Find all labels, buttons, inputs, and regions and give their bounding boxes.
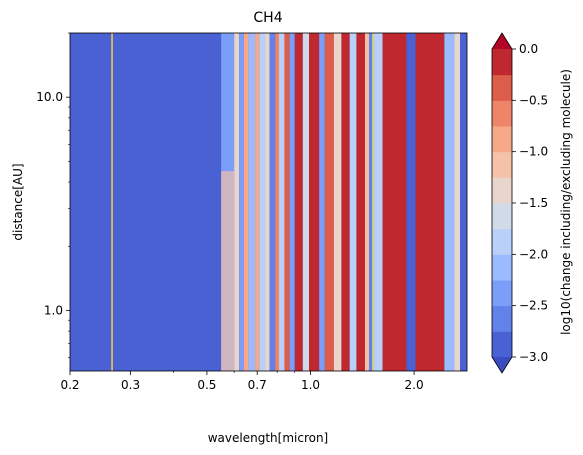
band-7 bbox=[259, 33, 266, 371]
band-3 bbox=[239, 33, 244, 371]
plot-frame bbox=[69, 32, 468, 372]
colorbar-level-9 bbox=[492, 100, 512, 127]
colorbar-level-10 bbox=[492, 74, 512, 101]
x-tick-label-0: 0.2 bbox=[60, 378, 79, 392]
colorbar-tick-label-3: −1.5 bbox=[519, 196, 548, 210]
colorbar-level-4 bbox=[492, 228, 512, 255]
colorbar-label: log10(change including/excluding molecul… bbox=[559, 69, 573, 335]
plot-area bbox=[70, 33, 467, 371]
colorbar-tick-label-4: −1.0 bbox=[519, 145, 548, 159]
colorbar-level-6 bbox=[492, 177, 512, 204]
marker-lines bbox=[111, 33, 374, 371]
y-tick-label-1: 10.0 bbox=[36, 90, 63, 104]
band-13 bbox=[289, 33, 295, 371]
colorbar-extend-under bbox=[492, 357, 512, 373]
x-tick-label-5: 2.0 bbox=[405, 378, 424, 392]
band-31 bbox=[460, 33, 467, 371]
colorbar-level-7 bbox=[492, 151, 512, 178]
band-15 bbox=[302, 33, 309, 371]
x-tick-label-1: 0.3 bbox=[121, 378, 140, 392]
colorbar-level-2 bbox=[492, 280, 512, 307]
band-19 bbox=[333, 33, 342, 371]
colorbar-tick-label-2: −2.0 bbox=[519, 247, 548, 261]
band-9 bbox=[269, 33, 276, 371]
band-27 bbox=[406, 33, 416, 371]
chart-title: CH4 bbox=[253, 10, 282, 26]
colorbar-tick-label-5: −0.5 bbox=[519, 93, 548, 107]
band-16 bbox=[308, 33, 320, 371]
band-23 bbox=[364, 33, 370, 371]
band-10 bbox=[275, 33, 280, 371]
band-26 bbox=[382, 33, 407, 371]
band-22 bbox=[356, 33, 365, 371]
x-tick-label-2: 0.5 bbox=[197, 378, 216, 392]
band-20 bbox=[341, 33, 350, 371]
band-4 bbox=[243, 33, 249, 371]
band-6 bbox=[255, 33, 260, 371]
y-tick-label-0: 1.0 bbox=[44, 303, 63, 317]
band-5 bbox=[248, 33, 256, 371]
x-tick-label-3: 0.7 bbox=[248, 378, 267, 392]
colorbar-level-0 bbox=[492, 331, 512, 358]
y-axis: 1.0 10.0 bbox=[36, 32, 70, 359]
contour-bands bbox=[70, 33, 467, 371]
band-25 bbox=[374, 33, 383, 371]
colorbar: −3.0 −2.5 −2.0 −1.5 −1.0 −0.5 0.0 bbox=[491, 32, 548, 374]
band-12 bbox=[284, 33, 290, 371]
band-18 bbox=[324, 33, 334, 371]
colorbar-tick-label-1: −2.5 bbox=[519, 299, 548, 313]
band-11 bbox=[279, 33, 285, 371]
band-14 bbox=[294, 33, 303, 371]
x-tick-label-4: 1.0 bbox=[301, 378, 320, 392]
x-axis-label: wavelength[micron] bbox=[208, 431, 329, 445]
band-21 bbox=[349, 33, 357, 371]
band-30 bbox=[454, 33, 461, 371]
colorbar-extend-over bbox=[492, 33, 512, 49]
colorbar-level-3 bbox=[492, 254, 512, 281]
band-2 bbox=[234, 33, 240, 371]
colorbar-level-1 bbox=[492, 305, 512, 332]
colorbar-tick-label-6: 0.0 bbox=[519, 42, 538, 56]
y-axis-label: distance[AU] bbox=[11, 163, 25, 240]
band-29 bbox=[444, 33, 455, 371]
band-8 bbox=[265, 33, 270, 371]
band-1-lower bbox=[221, 171, 235, 371]
colorbar-level-8 bbox=[492, 126, 512, 153]
colorbar-tick-label-0: −3.0 bbox=[519, 350, 548, 364]
band-28 bbox=[415, 33, 445, 371]
colorbar-level-11 bbox=[492, 49, 512, 76]
band-0 bbox=[70, 33, 222, 371]
band-24 bbox=[369, 33, 375, 371]
band-17 bbox=[319, 33, 325, 371]
colorbar-level-5 bbox=[492, 203, 512, 230]
x-axis: 0.2 0.3 0.5 0.7 1.0 2.0 bbox=[60, 371, 424, 392]
